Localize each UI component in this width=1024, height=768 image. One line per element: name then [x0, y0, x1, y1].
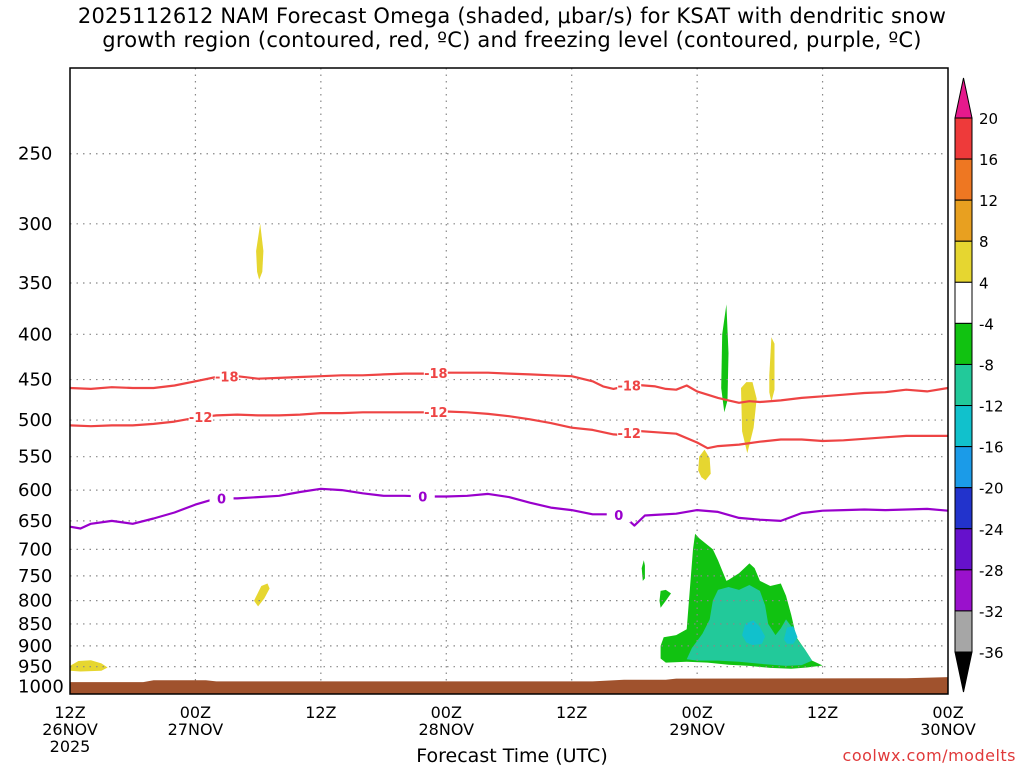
y-tick-label-400: 400: [18, 324, 52, 345]
y-tick-label-250: 250: [18, 144, 52, 165]
omega-region-8: [659, 589, 671, 608]
title-line-1: 2025112612 NAM Forecast Omega (shaded, μ…: [77, 4, 947, 28]
y-tick-label-550: 550: [18, 447, 52, 468]
x-tick-label-0: 12Z: [54, 703, 85, 722]
y-tick-label-300: 300: [18, 214, 52, 235]
omega-region-2: [254, 583, 270, 607]
y-tick-label-1000: 1000: [18, 676, 64, 697]
colorbar-bin-10: [954, 528, 973, 571]
omega-region-4: [741, 382, 757, 454]
colorbar-bin-3: [954, 240, 973, 283]
omega-region-6: [721, 304, 729, 413]
contour-line-0: [69, 371, 949, 404]
contour-label-0-2: -18: [617, 380, 641, 395]
contour-line-2: [69, 487, 949, 530]
x-tick-year-0: 2025: [50, 737, 91, 756]
colorbar-label-3: 8: [979, 233, 989, 251]
colorbar-label-6: -8: [979, 356, 994, 374]
colorbar-bin-11: [954, 569, 973, 612]
colorbar-label-13: -36: [979, 644, 1004, 662]
x-tick-date-0: 26NOV: [42, 720, 98, 739]
colorbar-bin-7: [954, 405, 973, 448]
colorbar-bin-0: [954, 117, 973, 160]
contour-label-bg: [617, 378, 642, 393]
colorbar-label-4: 4: [979, 274, 989, 292]
omega-region-3: [698, 449, 711, 481]
contour-label-2-0: 0: [217, 492, 226, 507]
contour-label-bg: [423, 366, 448, 381]
ground-surface: [70, 677, 948, 694]
colorbar-label-7: -12: [979, 398, 1004, 416]
x-tick-label-84: 00Z: [932, 703, 963, 722]
contour-label-0-1: -18: [424, 367, 448, 382]
contour-label-bg: [606, 508, 631, 523]
omega-region-0: [70, 660, 108, 672]
omega-region-12: [783, 626, 798, 644]
x-tick-label-60: 00Z: [681, 703, 712, 722]
colorbar-bin-6: [954, 363, 973, 407]
colorbar-label-10: -24: [979, 521, 1004, 539]
y-tick-label-900: 900: [18, 636, 52, 657]
colorbar-label-11: -28: [979, 562, 1004, 580]
y-tick-label-500: 500: [18, 410, 52, 431]
y-tick-label-950: 950: [18, 657, 52, 678]
colorbar-label-1: 16: [979, 151, 998, 169]
y-tick-label-350: 350: [18, 273, 52, 294]
colorbar-label-9: -20: [979, 480, 1004, 498]
contour-label-1-1: -12: [424, 406, 448, 421]
x-tick-label-24: 12Z: [305, 703, 336, 722]
colorbar-label-12: -32: [979, 603, 1004, 621]
chart-title: 2025112612 NAM Forecast Omega (shaded, μ…: [0, 4, 1024, 52]
y-tick-label-600: 600: [18, 480, 52, 501]
x-tick-label-12: 00Z: [180, 703, 211, 722]
contour-label-1-0: -12: [189, 411, 213, 426]
y-tick-label-850: 850: [18, 614, 52, 635]
colorbar-bin-4: [954, 281, 973, 324]
colorbar-top-arrow: [954, 77, 973, 119]
colorbar-bin-9: [954, 487, 973, 530]
contour-label-bg: [617, 425, 642, 440]
x-tick-date-84: 30NOV: [920, 720, 976, 739]
contour-label-1-2: -12: [617, 427, 641, 442]
x-tick-label-36: 00Z: [431, 703, 462, 722]
colorbar-label-8: -16: [979, 439, 1004, 457]
contour-line-1: [69, 410, 948, 450]
colorbar-bin-5: [954, 322, 973, 365]
x-axis-label: Forecast Time (UTC): [416, 745, 608, 767]
x-tick-date-60: 29NOV: [669, 720, 725, 739]
source-credit: coolwx.com/modelts: [842, 746, 1016, 765]
colorbar-bin-1: [954, 158, 973, 201]
contour-label-bg: [188, 410, 213, 425]
x-tick-date-36: 28NOV: [418, 720, 474, 739]
y-tick-label-800: 800: [18, 591, 52, 612]
contour-label-bg: [214, 369, 239, 384]
colorbar-bin-2: [954, 199, 973, 242]
colorbar-label-2: 12: [979, 192, 998, 210]
contour-label-2-2: 0: [614, 509, 623, 524]
y-tick-label-700: 700: [18, 539, 52, 560]
colorbar-bin-12: [954, 610, 973, 653]
y-tick-label-750: 750: [18, 566, 52, 587]
y-tick-label-450: 450: [18, 370, 52, 391]
contour-label-0-0: -18: [215, 371, 239, 386]
contour-label-bg: [410, 489, 435, 504]
x-tick-date-12: 27NOV: [168, 720, 224, 739]
x-tick-label-48: 12Z: [556, 703, 587, 722]
colorbar-label-5: -4: [979, 315, 994, 333]
colorbar-bin-8: [954, 446, 973, 489]
contour-label-bg: [209, 491, 234, 506]
omega-region-11: [742, 620, 766, 646]
contour-label-2-1: 0: [418, 490, 427, 505]
colorbar-bottom-arrow: [954, 651, 973, 693]
title-line-2: growth region (contoured, red, ºC) and f…: [102, 28, 922, 52]
x-tick-label-72: 12Z: [807, 703, 838, 722]
y-tick-label-650: 650: [18, 511, 52, 532]
omega-region-5: [769, 337, 775, 402]
omega-region-1: [256, 223, 264, 280]
colorbar-label-0: 20: [979, 110, 998, 128]
contour-label-bg: [423, 404, 448, 419]
